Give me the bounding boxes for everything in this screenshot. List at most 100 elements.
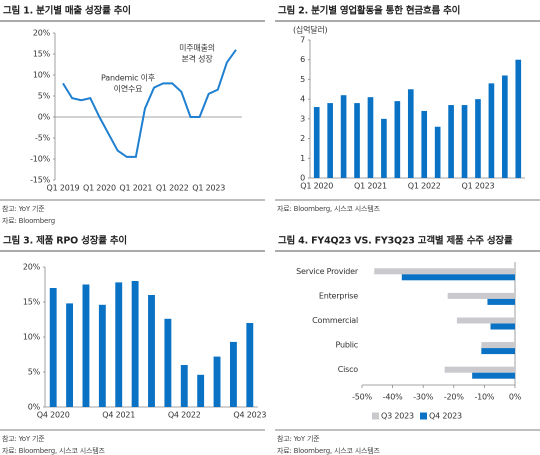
bar	[367, 97, 374, 178]
category-label: Commercial	[312, 316, 358, 325]
x-tick-label: Q4 2023	[233, 411, 266, 420]
annotation: 본격 성장	[182, 54, 214, 64]
bar	[82, 284, 90, 407]
legend-swatch	[420, 412, 427, 420]
y-tick-label: 0	[300, 174, 305, 183]
source-note: 자료: Bloomberg, 시스코 시스템즈	[277, 204, 380, 213]
x-tick-label: Q1 2023	[462, 182, 495, 191]
x-tick-label: Q1 2022	[408, 182, 441, 191]
bar	[515, 59, 522, 178]
category-label: Public	[336, 341, 358, 350]
x-tick-label: Q1 2023	[192, 184, 225, 193]
y-tick-label: -5%	[35, 134, 51, 143]
y-tick-label: 10%	[23, 333, 41, 342]
y-tick-label: 20%	[23, 263, 41, 272]
y-tick-label: 15%	[23, 298, 41, 307]
bar	[164, 318, 172, 407]
source-note: 자료: Bloomberg, 시스코 시스템즈	[2, 446, 105, 455]
bar	[327, 103, 333, 178]
x-tick-label: Q1 2021	[354, 182, 387, 191]
bar	[407, 89, 414, 178]
bar	[131, 281, 139, 407]
y-tick-label: 6	[300, 55, 305, 64]
source-note: 자료: Bloomberg	[2, 216, 55, 225]
chart-title: 그림 3. 제품 RPO 성장률 추이	[3, 235, 127, 247]
source-note: 자료: Bloomberg, 시스코 시스템즈	[277, 446, 380, 455]
bar	[434, 126, 441, 178]
x-tick-label: 0%	[509, 393, 522, 402]
bar	[374, 268, 515, 275]
y-tick-label: 1	[300, 154, 305, 163]
chart-title: 그림 2. 분기별 영업활동을 통한 현금흐름 추이	[278, 5, 460, 17]
category-label: Cisco	[338, 365, 359, 374]
bar	[148, 295, 155, 407]
y-tick-label: 4	[300, 95, 305, 104]
x-tick-label: Q4 2021	[102, 411, 135, 420]
bar	[461, 105, 468, 178]
x-tick-label: -40%	[383, 393, 403, 402]
x-tick-label: Q1 2021	[119, 184, 152, 193]
bar	[490, 323, 515, 330]
x-tick-label: Q1 2020	[83, 184, 116, 193]
bar	[488, 83, 495, 178]
x-tick-label: -20%	[444, 393, 464, 402]
y-tick-label: 5%	[28, 368, 41, 377]
y-tick-label: 3	[300, 114, 305, 123]
chart-title: 그림 1. 분기별 매출 성장률 추이	[3, 5, 131, 17]
y-tick-label: 0%	[28, 403, 41, 412]
y-tick-label: 0%	[38, 113, 51, 122]
legend-label: Q3 2023	[381, 412, 414, 421]
y-tick-label: 10%	[33, 71, 51, 80]
bar	[115, 282, 123, 407]
bar	[98, 304, 106, 407]
bar	[394, 101, 401, 178]
legend-label: Q4 2023	[429, 412, 462, 421]
bar	[444, 366, 515, 373]
y-tick-label: 2	[300, 134, 305, 143]
annotation: 이연수요	[114, 84, 143, 94]
bar	[475, 99, 481, 178]
bar	[213, 356, 221, 407]
bar	[487, 298, 515, 305]
source-note: 참고: YoY 기준	[2, 434, 45, 443]
bar	[456, 317, 515, 324]
bar	[401, 274, 515, 281]
unit-label: (십억달러)	[293, 25, 328, 35]
annotation: 미주매출의	[179, 43, 215, 53]
x-tick-label: Q1 2022	[156, 184, 189, 193]
y-tick-label: -15%	[30, 176, 50, 185]
bar	[448, 105, 454, 178]
bar	[340, 95, 347, 178]
bar	[246, 323, 254, 407]
y-tick-label: 15%	[33, 50, 51, 59]
annotation: Pandemic 이후	[101, 73, 155, 83]
bar	[502, 75, 508, 178]
x-tick-label: Q1 2020	[300, 182, 333, 191]
bar	[313, 107, 320, 178]
bar	[66, 303, 74, 407]
source-note: 참고: YoY 기준	[2, 204, 45, 213]
x-tick-label: -50%	[352, 393, 372, 402]
x-tick-label: -10%	[474, 393, 494, 402]
source-note: 참고: YoY 기준	[277, 434, 320, 443]
bar	[49, 288, 57, 407]
y-tick-label: 5	[300, 75, 305, 84]
bar	[481, 348, 515, 355]
bar	[421, 110, 428, 178]
line-series	[62, 49, 237, 158]
legend-swatch	[372, 412, 379, 420]
y-tick-label: 7	[300, 36, 305, 45]
bar	[180, 365, 188, 407]
x-tick-label: Q4 2022	[168, 411, 201, 420]
bar	[472, 372, 515, 379]
y-tick-label: 5%	[38, 92, 51, 101]
bar	[381, 118, 387, 178]
bar	[229, 341, 237, 407]
bar	[481, 342, 515, 349]
bar	[354, 103, 360, 178]
category-label: Service Provider	[296, 267, 359, 276]
chart-title: 그림 4. FY4Q23 VS. FY3Q23 고객별 제품 수주 성장률	[278, 235, 513, 247]
y-tick-label: -10%	[30, 155, 50, 164]
